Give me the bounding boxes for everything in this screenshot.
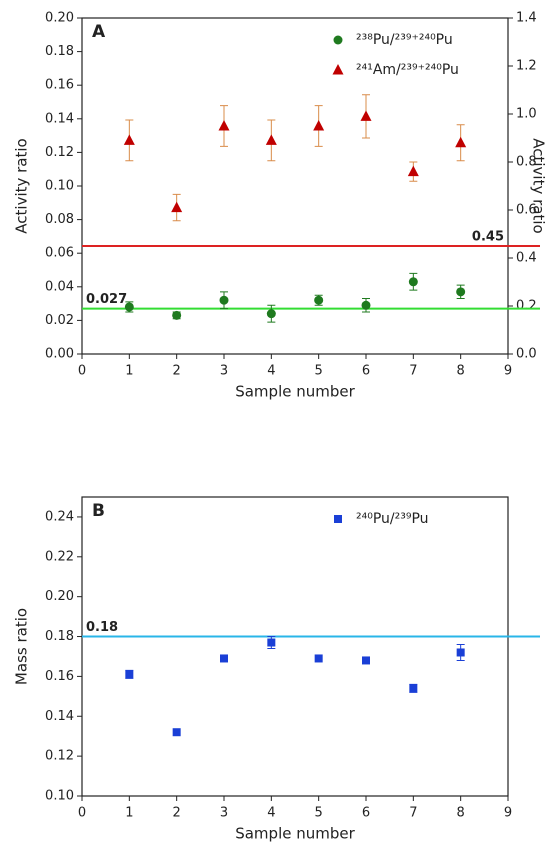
y2-axis-title: Activity ratio <box>530 138 548 233</box>
legend-label: ²⁴⁰Pu/²³⁹Pu <box>356 511 429 527</box>
point <box>362 656 370 665</box>
x-tick-label: 4 <box>267 364 275 379</box>
legend-marker <box>334 515 342 523</box>
y2-tick-label: 0.6 <box>516 203 537 218</box>
y2-tick-label: 0.2 <box>516 299 537 314</box>
point <box>408 277 418 287</box>
panel-label: B <box>92 501 105 521</box>
point <box>361 300 371 310</box>
x-tick-label: 2 <box>173 806 181 821</box>
point <box>266 309 276 319</box>
point <box>124 302 134 312</box>
x-tick-label: 1 <box>125 364 133 379</box>
point <box>172 728 181 737</box>
x-tick-label: 3 <box>220 364 228 379</box>
x-tick-label: 7 <box>409 364 417 379</box>
y2-tick-label: 1.2 <box>516 59 537 74</box>
x-tick-label: 6 <box>362 364 370 379</box>
point <box>407 165 419 177</box>
point <box>456 648 465 657</box>
y-tick-label: 0.02 <box>45 313 74 328</box>
point <box>265 134 277 145</box>
point <box>360 110 372 121</box>
legend-marker <box>332 64 344 75</box>
y-tick-label: 0.00 <box>45 347 74 362</box>
y-axis-title: Mass ratio <box>13 608 31 685</box>
x-axis-title: Sample number <box>235 825 355 843</box>
y-tick-label: 0.18 <box>45 629 74 644</box>
reference-label: 0.027 <box>86 292 127 307</box>
y-tick-label: 0.20 <box>45 589 74 604</box>
y-tick-label: 0.12 <box>45 145 74 160</box>
point <box>172 310 182 320</box>
x-tick-label: 0 <box>78 806 86 821</box>
y-tick-label: 0.14 <box>45 709 74 724</box>
point <box>218 120 230 131</box>
y-tick-label: 0.12 <box>45 749 74 764</box>
point <box>220 654 228 663</box>
y2-tick-label: 0.0 <box>516 347 537 362</box>
point <box>313 120 325 131</box>
point <box>314 654 323 663</box>
plot-frame <box>81 496 509 797</box>
y-tick-label: 0.16 <box>45 669 74 684</box>
x-tick-label: 8 <box>457 364 465 379</box>
point <box>267 638 276 647</box>
legend-marker <box>333 35 343 45</box>
x-axis-title: Sample number <box>235 383 355 401</box>
y2-tick-label: 1.4 <box>516 11 537 26</box>
x-tick-label: 6 <box>362 806 370 821</box>
x-tick-label: 5 <box>315 806 323 821</box>
x-tick-label: 9 <box>504 364 512 379</box>
reference-label: 0.18 <box>86 620 118 635</box>
point <box>123 134 135 145</box>
y-tick-label: 0.24 <box>45 509 74 524</box>
x-tick-label: 0 <box>78 364 86 379</box>
point <box>455 136 467 148</box>
y-tick-label: 0.20 <box>45 11 74 26</box>
y2-tick-label: 0.4 <box>516 251 537 266</box>
point <box>314 295 324 305</box>
x-tick-label: 8 <box>457 806 465 821</box>
x-tick-label: 5 <box>315 364 323 379</box>
x-tick-label: 1 <box>125 806 133 821</box>
point <box>409 684 418 693</box>
y-tick-label: 0.10 <box>45 789 74 804</box>
point <box>171 201 183 213</box>
x-tick-label: 3 <box>220 806 228 821</box>
y2-tick-label: 0.8 <box>516 155 537 170</box>
y-tick-label: 0.22 <box>45 549 74 564</box>
point <box>219 295 229 305</box>
point <box>456 287 466 297</box>
legend-label: ²³⁸Pu/²³⁹⁺²⁴⁰Pu <box>356 32 453 48</box>
y-tick-label: 0.14 <box>45 111 74 126</box>
y-tick-label: 0.08 <box>45 212 74 227</box>
y-axis-title: Activity ratio <box>13 138 31 233</box>
y-tick-label: 0.16 <box>45 78 74 93</box>
y-tick-label: 0.18 <box>45 44 74 59</box>
legend-label: ²⁴¹Am/²³⁹⁺²⁴⁰Pu <box>356 62 459 78</box>
y2-tick-label: 1.0 <box>516 107 537 122</box>
y-tick-label: 0.04 <box>45 279 74 294</box>
x-tick-label: 2 <box>173 364 181 379</box>
x-tick-label: 9 <box>504 806 512 821</box>
y-tick-label: 0.10 <box>45 179 74 194</box>
panel-label: A <box>92 22 106 42</box>
x-tick-label: 4 <box>267 806 275 821</box>
reference-label: 0.45 <box>472 230 504 245</box>
x-tick-label: 7 <box>409 806 417 821</box>
y-tick-label: 0.06 <box>45 246 74 261</box>
point <box>125 670 134 679</box>
